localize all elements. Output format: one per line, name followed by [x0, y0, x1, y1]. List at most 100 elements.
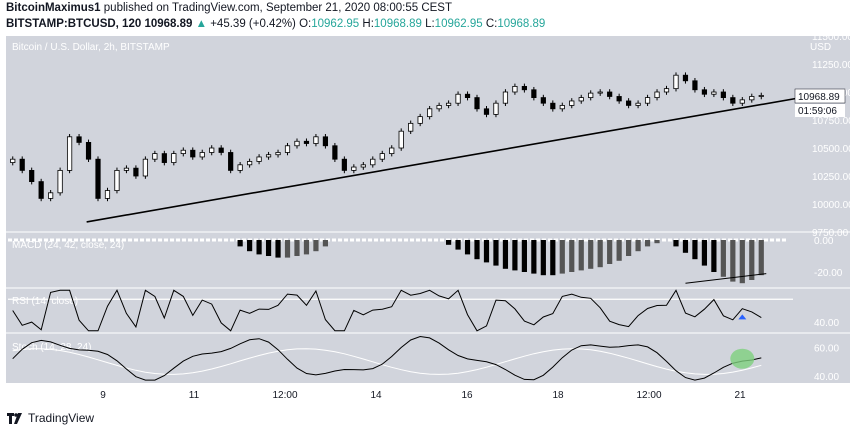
macd-bar — [275, 240, 281, 258]
stoch-tick-label: 40.00 — [814, 372, 839, 383]
trendline — [86, 95, 808, 223]
candle-body — [436, 105, 442, 110]
candle-body — [370, 158, 376, 166]
candle-body — [218, 147, 224, 153]
tradingview-logo-icon[interactable] — [6, 411, 24, 425]
macd-bar — [616, 240, 622, 261]
stoch-pane[interactable] — [6, 333, 793, 383]
candle-body — [502, 91, 509, 104]
chart-canvas[interactable]: Bitcoin / U.S. Dollar, 2h, BITSTAMP MACD… — [0, 36, 850, 402]
candle-body — [417, 116, 423, 124]
macd-bar — [265, 240, 272, 256]
candle-body — [521, 86, 527, 91]
candle-body — [341, 158, 347, 171]
x-tick-label: 12:00 — [636, 390, 661, 401]
y-tick-label: 10250.00 — [812, 172, 850, 183]
candle-body — [275, 152, 281, 156]
macd-bar — [493, 240, 499, 266]
rsi-up-marker-icon — [738, 314, 747, 320]
open-value: 10962.95 — [311, 18, 360, 30]
macd-bar — [256, 240, 262, 255]
chart-area[interactable]: Bitcoin / U.S. Dollar, 2h, BITSTAMP MACD… — [0, 36, 850, 402]
candle-body — [474, 97, 480, 110]
stoch-k-line — [12, 335, 762, 381]
candle-body — [654, 91, 660, 98]
candle-body — [114, 169, 120, 191]
x-tick-label: 14 — [370, 390, 382, 401]
macd-bar — [550, 240, 556, 276]
symbol-name[interactable]: BITSTAMP:BTCUSD, 120 — [6, 18, 142, 30]
candle-body — [76, 136, 82, 143]
y-tick-label: 10750.00 — [812, 116, 850, 127]
macd-tick-label: -20.00 — [814, 268, 843, 279]
macd-bar — [464, 240, 471, 255]
macd-bar — [237, 240, 243, 247]
candle-body — [171, 153, 177, 163]
candle-body — [493, 102, 499, 115]
candle-body — [644, 97, 651, 104]
candle-body — [351, 166, 357, 171]
close-label: C: — [485, 18, 498, 30]
high-value: 10968.89 — [373, 18, 422, 30]
macd-bar — [730, 240, 736, 282]
candle-body — [190, 149, 196, 158]
candle-body — [95, 158, 101, 199]
price-change: +45.39 (+0.42%) — [210, 18, 296, 30]
candle-body — [663, 88, 670, 93]
candle-body — [578, 97, 584, 102]
macd-bar — [692, 240, 698, 260]
publish-line: BitcoinMaximus1 published on TradingView… — [6, 2, 452, 14]
macd-bar — [607, 240, 613, 264]
macd-bar — [247, 240, 253, 252]
macd-bar — [739, 240, 745, 284]
candle-body — [673, 74, 679, 90]
candle-body — [313, 136, 319, 144]
candle-body — [692, 80, 698, 91]
macd-bar — [322, 240, 329, 247]
candle-body — [152, 153, 158, 160]
candle-body — [133, 167, 139, 177]
high-label: H: — [362, 18, 374, 30]
candle-body — [569, 100, 575, 106]
candle-body — [512, 86, 518, 93]
x-tick-label: 9 — [100, 390, 106, 401]
macd-bar — [445, 240, 452, 245]
candle-body — [758, 95, 764, 97]
candle-body — [445, 102, 452, 106]
price-pane-title: Bitcoin / U.S. Dollar, 2h, BITSTAMP — [12, 42, 170, 53]
candle-body — [265, 154, 272, 158]
macd-bar — [474, 240, 480, 260]
macd-bar — [644, 240, 651, 247]
author-name[interactable]: BitcoinMaximus1 — [6, 2, 101, 14]
macd-bar — [711, 240, 717, 272]
candle-body — [483, 108, 490, 115]
stoch-tick-label: 60.00 — [814, 343, 839, 354]
y-tick-label: 9750.00 — [812, 228, 849, 239]
candle-body — [635, 102, 641, 106]
candle-body — [48, 192, 54, 199]
candle-body — [408, 122, 414, 132]
candle-body — [199, 152, 205, 158]
candle-body — [57, 169, 63, 194]
last-price-tag — [794, 88, 846, 104]
change-arrow-icon: ▲ — [195, 18, 208, 30]
candle-body — [29, 169, 35, 182]
candle-body — [540, 97, 546, 104]
candle-body — [180, 149, 186, 154]
candle-body — [626, 100, 632, 106]
candle-body — [123, 167, 130, 171]
footer-brand[interactable]: TradingView — [28, 411, 95, 425]
candle-body — [161, 153, 167, 163]
candle-body — [256, 156, 262, 162]
macd-bar — [512, 240, 518, 271]
candle-body — [332, 145, 338, 160]
macd-bar — [521, 240, 527, 272]
candle-body — [682, 74, 689, 82]
published-text: published on TradingView.com, September … — [103, 2, 452, 14]
chart-header: BitcoinMaximus1 published on TradingView… — [6, 2, 846, 34]
candle-body — [455, 93, 461, 104]
rsi-tick-label: 40.00 — [814, 318, 839, 329]
macd-bar — [303, 240, 310, 255]
rsi-pane[interactable] — [6, 288, 793, 333]
countdown-tag-text: 01:59:06 — [798, 106, 837, 117]
